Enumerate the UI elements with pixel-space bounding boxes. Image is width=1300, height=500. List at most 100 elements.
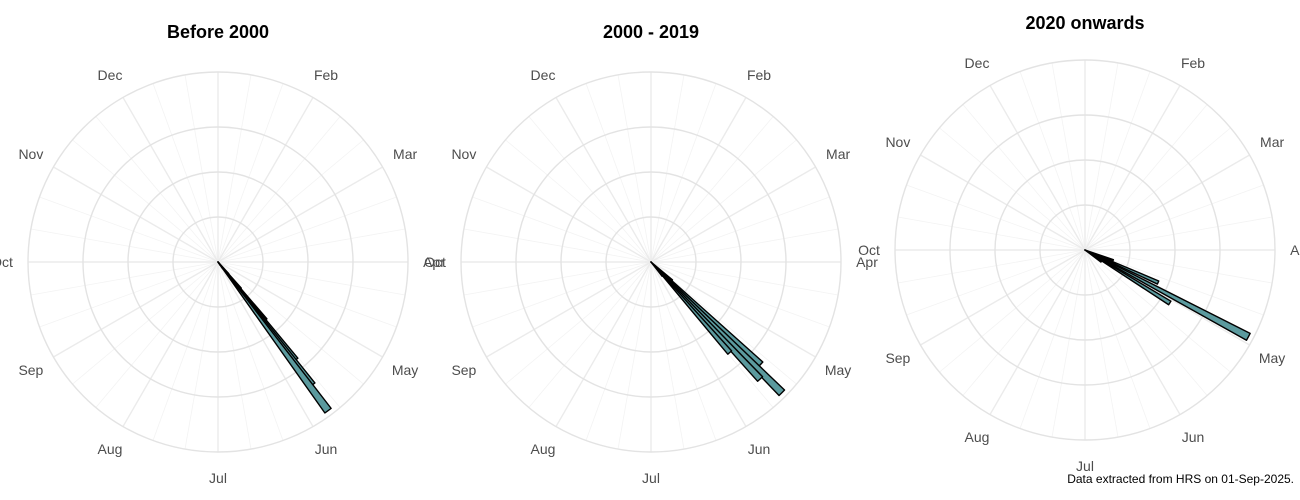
minor-gridline [72, 139, 219, 263]
minor-gridline [30, 228, 219, 263]
data-source-caption: Data extracted from HRS on 01-Sep-2025. [1067, 472, 1294, 486]
month-label-feb: Feb [1181, 55, 1205, 71]
month-label-nov: Nov [451, 146, 476, 162]
minor-gridline [184, 261, 219, 450]
month-label-dec: Dec [965, 55, 990, 71]
major-gridline [486, 261, 652, 358]
minor-gridline [650, 116, 774, 263]
major-gridline [217, 261, 383, 358]
month-label-oct: Oct [0, 254, 13, 270]
minor-gridline [1084, 127, 1231, 251]
bar-5 [650, 261, 733, 355]
bar-5 [1084, 249, 1103, 263]
month-label-oct: Oct [424, 254, 446, 270]
minor-gridline [463, 261, 652, 296]
month-label-feb: Feb [314, 67, 338, 83]
month-label-aug: Aug [965, 429, 990, 445]
grid-ring [82, 126, 354, 398]
minor-gridline [962, 104, 1086, 251]
month-label-nov: Nov [885, 134, 910, 150]
minor-gridline [528, 116, 652, 263]
major-gridline [1084, 154, 1250, 251]
minor-gridline [585, 261, 652, 441]
bar-3 [1084, 249, 1251, 341]
month-label-jun: Jun [1182, 429, 1205, 445]
minor-gridline [152, 261, 219, 441]
major-gridline [486, 166, 652, 263]
month-label-nov: Nov [18, 146, 43, 162]
minor-gridline [1084, 249, 1231, 373]
month-label-mar: Mar [393, 146, 417, 162]
grid-ring [605, 216, 697, 308]
month-label-jun: Jun [748, 441, 771, 457]
minor-gridline [962, 249, 1086, 396]
grid-ring [127, 171, 309, 353]
minor-gridline [939, 249, 1086, 373]
minor-gridline [217, 74, 252, 263]
major-gridline [53, 166, 219, 263]
major-gridline [555, 97, 652, 263]
minor-gridline [650, 261, 717, 441]
major-gridline [53, 261, 219, 358]
minor-gridline [1019, 71, 1086, 251]
chart-title: 2000 - 2019 [603, 22, 699, 42]
minor-gridline [217, 83, 284, 263]
minor-gridline [1084, 249, 1264, 316]
minor-gridline [1084, 249, 1273, 284]
minor-gridline [217, 261, 406, 296]
minor-gridline [897, 249, 1086, 284]
minor-gridline [39, 196, 219, 263]
minor-gridline [939, 127, 1086, 251]
minor-gridline [650, 261, 685, 450]
minor-gridline [217, 116, 341, 263]
grid-ring [560, 171, 742, 353]
minor-gridline [472, 196, 652, 263]
minor-gridline [1051, 62, 1086, 251]
bar-2 [1084, 249, 1160, 285]
major-gridline [122, 97, 219, 263]
minor-gridline [1019, 249, 1086, 429]
minor-gridline [528, 261, 652, 408]
month-label-jul: Jul [1076, 458, 1094, 474]
major-gridline [650, 261, 747, 427]
major-gridline [1084, 249, 1181, 415]
minor-gridline [30, 261, 219, 296]
month-label-dec: Dec [98, 67, 123, 83]
month-label-apr: Apr [856, 254, 878, 270]
minor-gridline [650, 196, 830, 263]
minor-gridline [1051, 249, 1086, 438]
bar-6 [650, 261, 664, 277]
month-label-sep: Sep [451, 362, 476, 378]
month-label-sep: Sep [18, 362, 43, 378]
month-label-may: May [825, 362, 851, 378]
minor-gridline [505, 139, 652, 263]
grid-ring [515, 126, 787, 398]
major-gridline [1084, 85, 1181, 251]
minor-gridline [650, 228, 839, 263]
minor-gridline [650, 261, 797, 385]
month-label-sep: Sep [885, 350, 910, 366]
chart-title: 2020 onwards [1025, 13, 1144, 33]
month-label-jul: Jul [209, 470, 227, 486]
month-label-dec: Dec [531, 67, 556, 83]
month-label-may: May [392, 362, 418, 378]
minor-gridline [152, 83, 219, 263]
minor-gridline [906, 249, 1086, 316]
major-gridline [920, 154, 1086, 251]
minor-gridline [217, 228, 406, 263]
minor-gridline [217, 261, 284, 441]
major-gridline [122, 261, 219, 427]
minor-gridline [39, 261, 219, 328]
minor-gridline [463, 228, 652, 263]
major-gridline [920, 249, 1086, 346]
minor-gridline [650, 261, 830, 328]
minor-gridline [897, 216, 1086, 251]
minor-gridline [906, 184, 1086, 251]
major-gridline [650, 261, 816, 358]
month-label-apr: Apr [1290, 242, 1300, 258]
major-gridline [650, 97, 747, 263]
month-label-jul: Jul [642, 470, 660, 486]
month-label-mar: Mar [826, 146, 850, 162]
minor-gridline [184, 74, 219, 263]
polar-chart-2: Feb Mar Apr May Jun Jul Aug Sep Oct Nov Dec 2000 - … [424, 22, 878, 486]
